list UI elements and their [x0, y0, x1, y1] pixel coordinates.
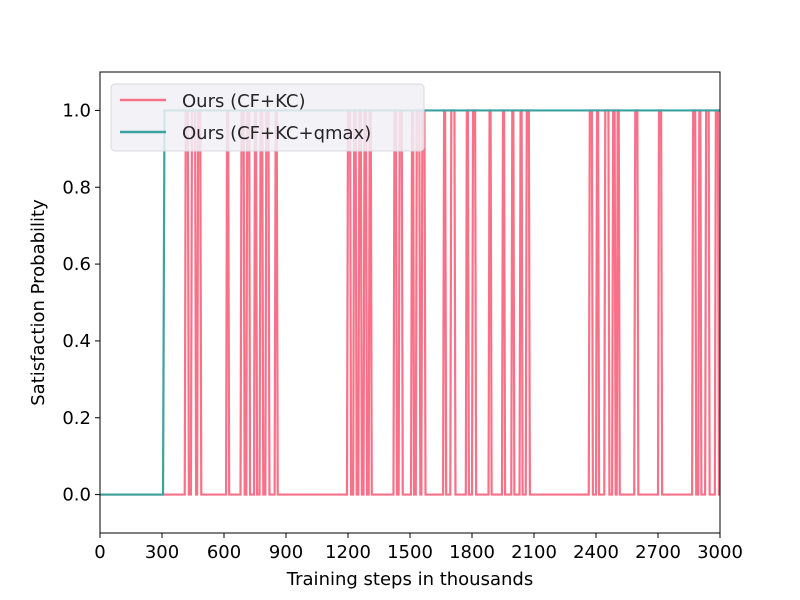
y-tick-label: 0.0 [62, 485, 91, 506]
x-tick-label: 1200 [325, 542, 371, 563]
x-tick-label: 900 [269, 542, 303, 563]
legend-label-1: Ours (CF+KC) [182, 91, 306, 112]
x-axis: 0 300 600 900 1200 1500 1800 2100 2400 2700 3000 [94, 533, 743, 563]
x-tick-label: 600 [207, 542, 241, 563]
y-tick-label: 0.8 [62, 177, 91, 198]
x-tick-label: 2100 [511, 542, 557, 563]
x-tick-label: 0 [94, 542, 105, 563]
legend-box [110, 83, 425, 152]
y-axis-label: Satisfaction Probability [28, 199, 49, 406]
y-axis: 0.0 0.2 0.4 0.6 0.8 1.0 [62, 100, 100, 506]
y-tick-label: 0.4 [62, 331, 91, 352]
y-tick-label: 0.6 [62, 254, 91, 275]
x-tick-label: 1800 [449, 542, 495, 563]
y-tick-label: 1.0 [62, 100, 91, 121]
legend-label-2: Ours (CF+KC+qmax) [182, 123, 371, 144]
x-tick-label: 3000 [697, 542, 743, 563]
legend: Ours (CF+KC) Ours (CF+KC+qmax) [110, 83, 425, 152]
series-line-2 [100, 109, 720, 496]
x-tick-label: 300 [145, 542, 179, 563]
y-tick-label: 0.2 [62, 408, 91, 429]
x-tick-label: 2400 [573, 542, 619, 563]
x-axis-label: Training steps in thousands [286, 569, 533, 590]
x-tick-label: 1500 [387, 542, 433, 563]
x-tick-label: 2700 [635, 542, 681, 563]
